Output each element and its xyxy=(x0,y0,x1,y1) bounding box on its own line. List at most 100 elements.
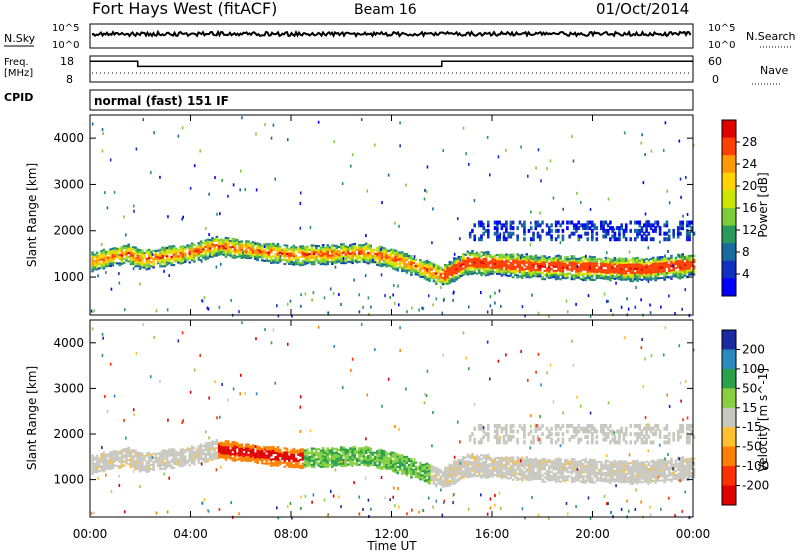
power-cell xyxy=(258,253,262,256)
power-cell xyxy=(550,234,553,239)
power-cell xyxy=(541,261,544,264)
velocity-cell xyxy=(93,462,97,465)
velocity-cell xyxy=(283,459,287,462)
velocity-cell xyxy=(113,454,117,457)
velocity-cell xyxy=(527,478,531,481)
velocity-cell xyxy=(181,462,185,465)
cpid-panel: CPID normal (fast) 151 IF xyxy=(4,89,694,111)
power-cell xyxy=(312,255,316,258)
power-cell xyxy=(491,268,495,271)
power-cell xyxy=(674,271,678,274)
power-cell xyxy=(109,265,112,268)
power-cell xyxy=(690,265,694,268)
velocity-cell xyxy=(529,460,533,463)
velocity-cell xyxy=(428,480,431,483)
velocity-cell xyxy=(482,473,486,476)
power-cell xyxy=(550,268,553,271)
power-cell xyxy=(493,256,497,259)
power-cell xyxy=(249,250,253,253)
power-cell xyxy=(588,257,592,260)
power-cell xyxy=(165,257,169,260)
power-cell xyxy=(437,265,440,268)
power-cell xyxy=(561,237,565,242)
velocity-cell xyxy=(557,471,560,474)
power-cell xyxy=(373,252,377,255)
power-cell xyxy=(663,274,666,277)
power-cell xyxy=(265,257,268,260)
velocity-cell xyxy=(453,466,456,469)
power-cell xyxy=(529,259,533,262)
power-cell xyxy=(378,262,382,265)
power-cell xyxy=(609,279,612,282)
power-cell xyxy=(333,244,336,247)
power-cell xyxy=(159,259,162,262)
velocity-cell xyxy=(179,450,183,453)
velocity-cell xyxy=(245,457,248,460)
velocity-cell xyxy=(496,461,499,464)
power-cell xyxy=(652,262,655,266)
velocity-cell xyxy=(572,480,576,483)
power-cell xyxy=(595,262,599,265)
velocity-cell xyxy=(330,449,334,452)
power-cell xyxy=(145,249,149,252)
power-cell xyxy=(468,252,472,255)
velocity-cell xyxy=(91,464,94,467)
power-cell xyxy=(303,246,307,249)
power-cell xyxy=(360,252,363,255)
power-cell xyxy=(392,257,395,260)
velocity-cell xyxy=(109,463,112,466)
power-cell xyxy=(312,250,316,253)
power-cell xyxy=(566,264,569,267)
power-cell xyxy=(649,266,653,269)
power-cell xyxy=(505,267,508,271)
power-cell xyxy=(516,257,519,260)
power-cell xyxy=(170,262,173,265)
power-cell xyxy=(613,234,617,239)
power-cell xyxy=(679,270,682,273)
velocity-cell xyxy=(226,452,230,455)
power-cell xyxy=(358,248,361,251)
power-cell xyxy=(154,256,158,259)
power-cell xyxy=(387,262,391,265)
velocity-cell xyxy=(532,440,535,445)
power-cell xyxy=(688,231,691,236)
velocity-cell xyxy=(572,478,576,481)
velocity-cell xyxy=(138,458,142,461)
velocity-cell xyxy=(138,460,142,463)
velocity-cell xyxy=(179,452,183,456)
velocity-cell xyxy=(215,455,219,458)
power-scatter-cell xyxy=(340,302,342,306)
power-cell xyxy=(217,241,221,244)
velocity-cell xyxy=(593,473,596,476)
velocity-cell xyxy=(310,451,314,454)
velocity-cell xyxy=(328,449,332,452)
power-cell xyxy=(434,282,438,285)
velocity-cell xyxy=(188,464,192,467)
velocity-cell xyxy=(425,468,429,471)
velocity-cell xyxy=(570,480,574,483)
velocity-cell xyxy=(353,448,357,451)
power-cell xyxy=(486,228,490,233)
power-cell xyxy=(627,263,630,266)
power-cell xyxy=(297,261,300,264)
power-cell xyxy=(505,228,508,233)
velocity-cell xyxy=(324,457,327,461)
power-cell xyxy=(134,261,137,264)
power-cell xyxy=(532,256,535,259)
power-scatter-cell xyxy=(277,314,280,318)
velocity-cell xyxy=(552,478,556,481)
velocity-cell xyxy=(170,448,173,451)
power-cell xyxy=(339,253,343,256)
power-cell xyxy=(471,266,474,269)
power-cell xyxy=(572,267,576,270)
power-cell xyxy=(480,255,483,258)
velocity-cell xyxy=(450,466,454,469)
velocity-cell xyxy=(412,473,415,476)
power-cell xyxy=(545,258,549,262)
power-cell xyxy=(541,220,544,225)
velocity-cell xyxy=(179,465,183,468)
power-cell xyxy=(306,249,309,252)
power-cell xyxy=(351,262,354,265)
power-cell xyxy=(600,272,603,276)
power-cell xyxy=(480,261,483,264)
